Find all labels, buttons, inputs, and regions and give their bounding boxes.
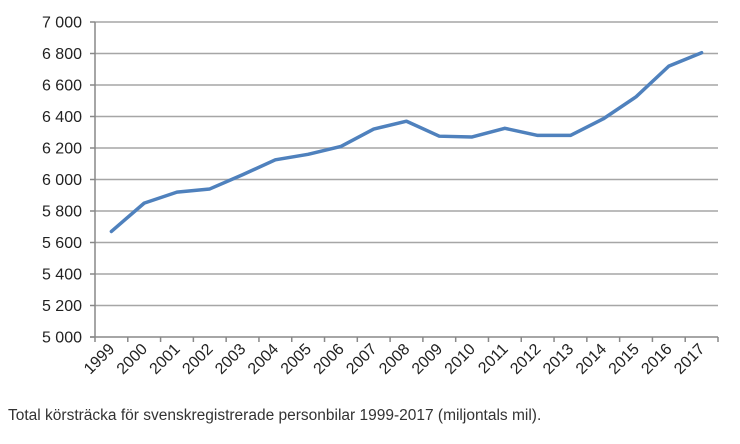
- y-tick-label: 5 200: [42, 298, 82, 315]
- x-tick-label: 2015: [606, 341, 643, 378]
- x-tick-label: 2010: [442, 341, 479, 378]
- y-tick-label: 5 400: [42, 267, 82, 284]
- x-tick-label: 2011: [475, 341, 511, 377]
- x-tick-label: 2017: [671, 341, 708, 378]
- x-tick-label: 2008: [376, 341, 413, 378]
- y-tick-label: 7 000: [42, 15, 82, 32]
- x-tick-label: 2003: [212, 341, 249, 378]
- y-tick-label: 5 800: [42, 204, 82, 221]
- x-tick-label: 2009: [409, 341, 446, 378]
- x-tick-label: 1999: [81, 341, 118, 378]
- x-tick-label: 2013: [540, 341, 577, 378]
- y-tick-label: 6 600: [42, 78, 82, 95]
- line-chart: 5 000 5 200 5 400 5 600 5 800 6 000 6 200 6 400…: [42, 15, 719, 378]
- x-tick-label: 2007: [343, 341, 380, 378]
- y-tick-label: 6 800: [42, 46, 82, 63]
- y-tick-label: 6 000: [42, 172, 82, 189]
- x-tick-label: 2004: [245, 341, 282, 378]
- x-tick-label: 2005: [278, 341, 315, 378]
- y-tick-label: 5 600: [42, 235, 82, 252]
- gridlines: [95, 21, 718, 307]
- chart-caption: Total körsträcka för svenskregistrerade …: [8, 407, 542, 424]
- y-tick-label: 5 000: [42, 330, 82, 347]
- x-tick-label: 2002: [179, 341, 216, 378]
- series-group: [109, 50, 704, 234]
- y-tick-label: 6 200: [42, 141, 82, 158]
- x-tick-label: 2016: [638, 341, 675, 378]
- x-tick-label: 2006: [311, 341, 348, 378]
- x-axis-ticks: 1999200020012002200320042005200620072008…: [81, 337, 719, 378]
- y-tick-label: 6 400: [42, 109, 82, 126]
- x-tick-label: 2001: [147, 341, 184, 378]
- x-tick-label: 2000: [114, 341, 151, 378]
- x-tick-label: 2014: [573, 341, 610, 378]
- y-axis-ticks: 5 000 5 200 5 400 5 600 5 800 6 000 6 200 6 400…: [42, 15, 95, 347]
- x-tick-label: 2012: [507, 341, 544, 378]
- series-line: [109, 50, 704, 234]
